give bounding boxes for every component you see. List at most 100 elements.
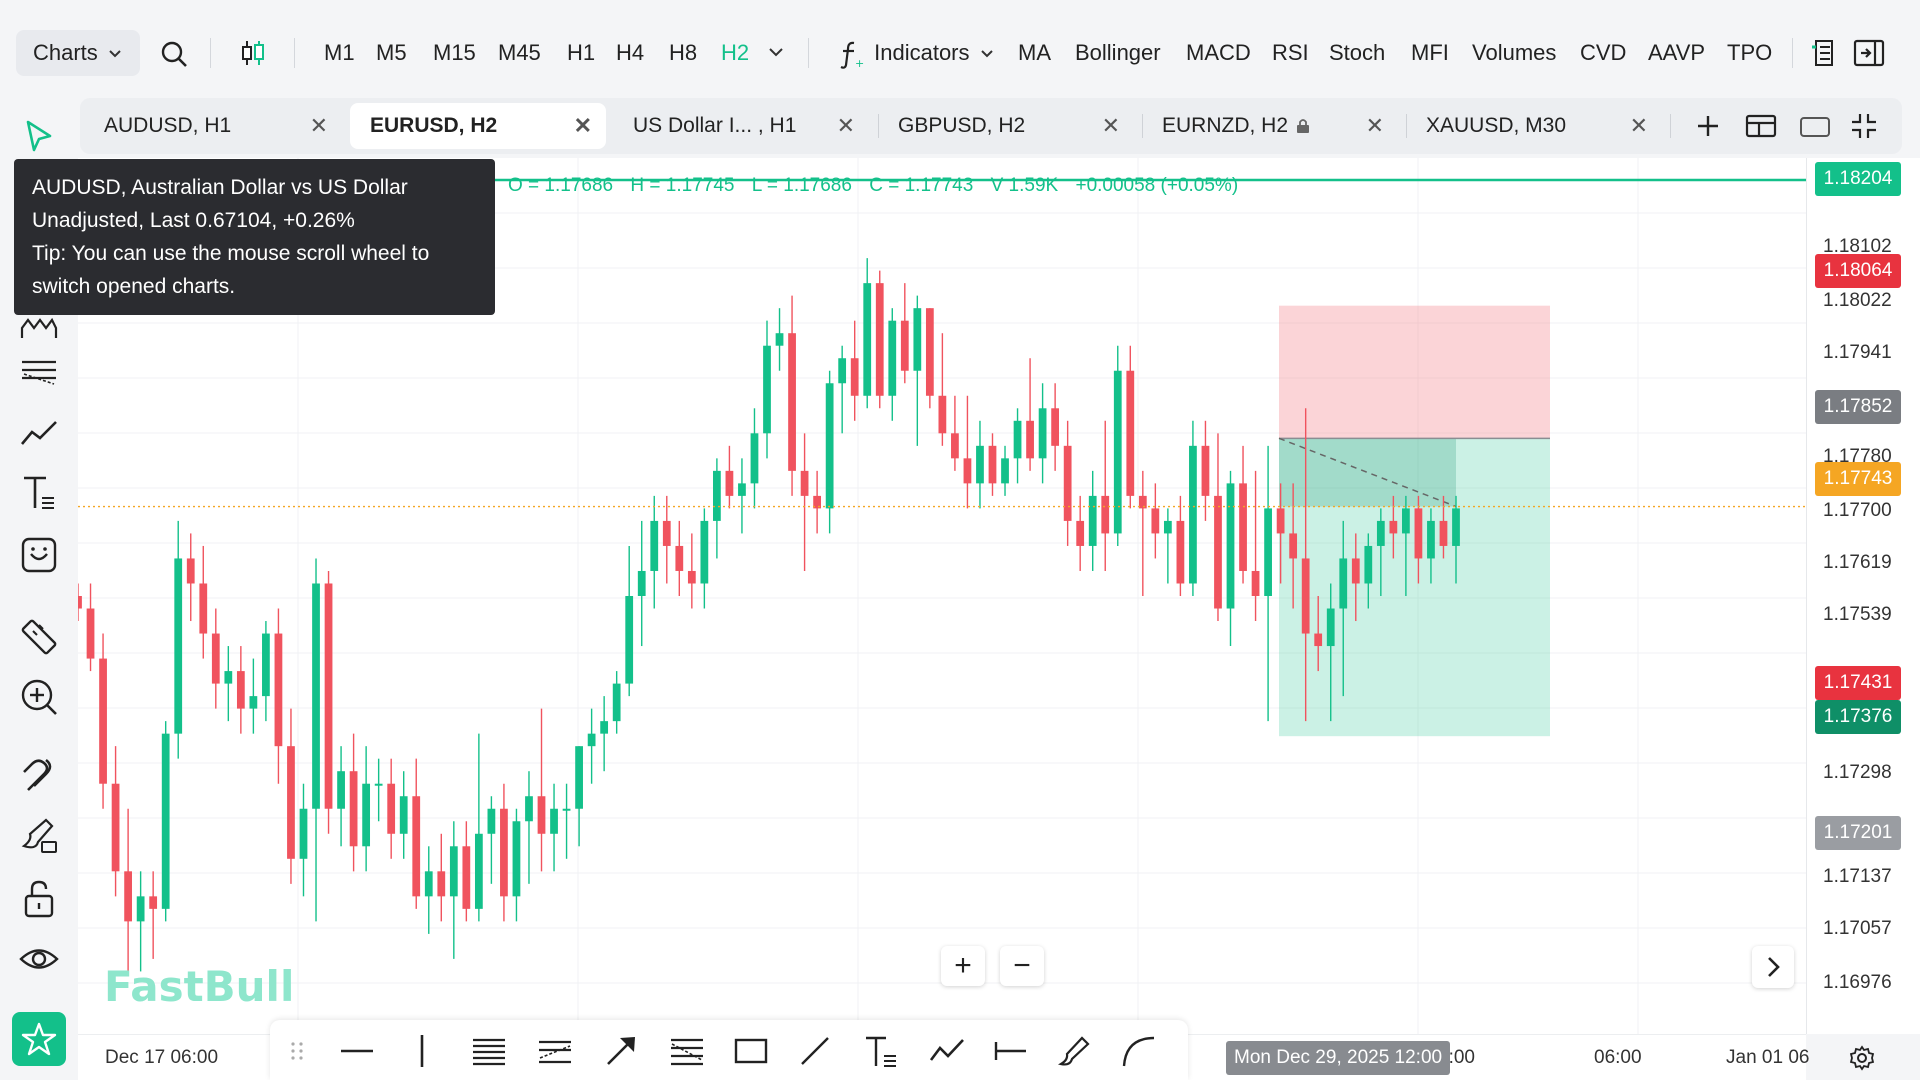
timeframe-m5[interactable]: M5 <box>376 40 407 65</box>
candle-body <box>612 683 621 722</box>
zoom-out-button[interactable]: − <box>1000 946 1044 986</box>
function-icon: + <box>840 41 864 70</box>
take-profit-zone <box>1279 438 1550 737</box>
tab-eurnzd-h2[interactable]: EURNZD, H2 ✕ <box>1142 103 1398 149</box>
indicator-ma[interactable]: MA <box>1018 40 1051 65</box>
top-toolbar: Charts M1 M5 M15 M45 H1 H4 H8 H2 + Indic… <box>0 0 1920 108</box>
candlestick-chart[interactable] <box>74 158 1806 1034</box>
ruler-icon[interactable] <box>18 616 60 658</box>
charts-menu-button[interactable]: Charts <box>16 30 140 76</box>
tab-xauusd-m30[interactable]: XAUUSD, M30 ✕ <box>1406 103 1662 149</box>
candle-body <box>650 520 659 571</box>
shrink-icon[interactable] <box>1848 110 1880 142</box>
add-tab-icon[interactable] <box>1692 110 1724 142</box>
tab-label: GBPUSD, H2 <box>898 114 1026 137</box>
candle-body <box>988 445 997 484</box>
ohlc-high: H = 1.17745 <box>630 175 735 196</box>
chevron-down-icon[interactable] <box>768 46 784 60</box>
close-icon[interactable]: ✕ <box>1101 113 1120 138</box>
candle-body <box>863 283 872 396</box>
candle-body <box>211 633 220 684</box>
toolbar-separator <box>808 38 809 68</box>
tab-gbpusd-h2[interactable]: GBPUSD, H2 ✕ <box>878 103 1134 149</box>
zoom-in-icon[interactable] <box>18 676 60 718</box>
candle-body <box>1163 520 1172 534</box>
text-tool-icon[interactable] <box>18 472 60 514</box>
price-label-last: 1.17743 <box>1815 462 1901 496</box>
drag-handle-icon[interactable] <box>286 1032 308 1070</box>
candlestick-type-icon[interactable] <box>238 38 268 68</box>
close-icon[interactable]: ✕ <box>1629 113 1648 138</box>
text-tool-icon[interactable] <box>862 1032 900 1070</box>
fib-retracement-icon[interactable] <box>18 352 60 394</box>
timeframe-m15[interactable]: M15 <box>433 40 476 65</box>
indicator-tpo[interactable]: TPO <box>1727 40 1773 65</box>
window-icon[interactable] <box>1798 110 1832 142</box>
timeframe-h2[interactable]: H2 <box>721 40 750 65</box>
rectangle-icon[interactable] <box>732 1032 770 1070</box>
indicators-button[interactable]: + Indicators <box>838 32 994 74</box>
close-icon[interactable]: ✕ <box>309 113 328 138</box>
candle-body <box>274 633 283 747</box>
indicator-stoch[interactable]: Stoch <box>1329 40 1386 65</box>
price-tick: 1.16976 <box>1823 972 1892 993</box>
ray-icon[interactable] <box>796 1032 834 1070</box>
tooltip-line: Tip: You can use the mouse scroll wheel … <box>32 242 430 265</box>
favorites-button[interactable] <box>12 1012 66 1066</box>
cursor-icon[interactable] <box>18 116 60 158</box>
tab-separator <box>1406 114 1407 138</box>
timeframe-h1[interactable]: H1 <box>567 40 596 65</box>
timeframe-h8[interactable]: H8 <box>669 40 698 65</box>
search-icon[interactable] <box>160 40 188 68</box>
eye-icon[interactable] <box>18 938 60 980</box>
candle-body <box>1126 370 1135 496</box>
timeframe-m45[interactable]: M45 <box>498 40 541 65</box>
chevron-down-icon <box>980 50 993 58</box>
price-label-entry: 1.17852 <box>1815 390 1901 424</box>
close-icon[interactable]: ✕ <box>836 113 855 138</box>
tab-eurusd-h2[interactable]: EURUSD, H2 ✕ <box>350 103 606 149</box>
close-icon[interactable]: ✕ <box>1365 113 1384 138</box>
price-axis[interactable]: 1.18102 1.18022 1.17941 1.17780 1.17700 … <box>1806 158 1920 1034</box>
candle-body <box>1113 370 1122 534</box>
date-range-icon[interactable] <box>992 1032 1030 1070</box>
tab-us-dollar-index-h1[interactable]: US Dollar I... , H1 ✕ <box>613 103 869 149</box>
polyline-icon[interactable] <box>928 1032 966 1070</box>
sticker-icon[interactable] <box>18 534 60 576</box>
indicator-macd[interactable]: MACD <box>1186 40 1251 65</box>
arc-icon[interactable] <box>1120 1032 1158 1070</box>
indicator-cvd[interactable]: CVD <box>1580 40 1627 65</box>
indicator-aavp[interactable]: AAVP <box>1648 40 1706 65</box>
candle-body <box>437 871 446 897</box>
unlock-icon[interactable] <box>18 878 60 920</box>
gear-icon[interactable] <box>1848 1044 1876 1072</box>
collapse-panel-icon[interactable] <box>1853 39 1885 67</box>
timeframe-m1[interactable]: M1 <box>324 40 355 65</box>
candle-body <box>575 746 583 809</box>
candle-body <box>299 808 308 859</box>
parallel-channel-icon[interactable] <box>470 1032 508 1070</box>
fib-channel-icon[interactable] <box>536 1032 574 1070</box>
timeframe-h4[interactable]: H4 <box>616 40 645 65</box>
zoom-in-button[interactable]: + <box>941 946 985 986</box>
fib-extension-icon[interactable] <box>668 1032 706 1070</box>
brush-icon[interactable] <box>1056 1032 1094 1070</box>
tab-audusd-h1[interactable]: AUDUSD, H1 ✕ <box>84 103 342 149</box>
price-tick: 1.17137 <box>1823 866 1892 887</box>
indicator-mfi[interactable]: MFI <box>1411 40 1449 65</box>
indicator-bollinger[interactable]: Bollinger <box>1075 40 1161 65</box>
layout-icon[interactable] <box>1744 110 1778 142</box>
vertical-line-icon[interactable] <box>403 1032 441 1070</box>
close-icon[interactable]: ✕ <box>573 113 592 138</box>
pitchfork-icon[interactable] <box>18 304 60 346</box>
horizontal-line-icon[interactable] <box>338 1032 376 1070</box>
trend-line-icon[interactable] <box>18 412 60 454</box>
magnet-icon[interactable] <box>18 756 60 798</box>
arrow-icon[interactable] <box>602 1032 640 1070</box>
object-tree-icon[interactable] <box>1811 38 1837 68</box>
brush-lock-icon[interactable] <box>18 816 60 858</box>
scroll-right-button[interactable] <box>1752 946 1794 988</box>
candle-body <box>1013 420 1022 459</box>
indicator-volumes[interactable]: Volumes <box>1472 40 1557 65</box>
indicator-rsi[interactable]: RSI <box>1272 40 1309 65</box>
